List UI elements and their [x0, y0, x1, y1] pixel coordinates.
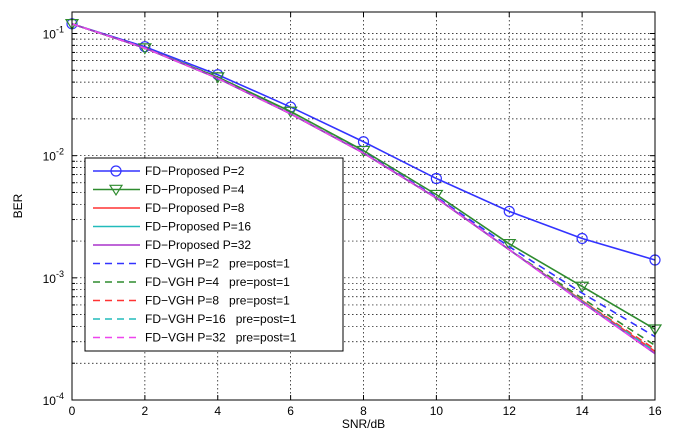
- y-tick-labels: 10-110-210-310-4: [43, 25, 64, 408]
- data-point: [502, 238, 517, 251]
- legend-label: FD−Proposed P=32: [145, 238, 251, 252]
- x-tick-label: 6: [287, 404, 294, 418]
- legend-label: FD−Proposed P=8: [145, 201, 245, 215]
- legend-label: FD−Proposed P=16: [145, 220, 251, 234]
- x-tick-label: 12: [503, 404, 517, 418]
- series-layer: [64, 18, 663, 355]
- legend-item: FD−Proposed P=32: [93, 238, 251, 252]
- legend-marker: [108, 184, 124, 197]
- y-axis-label: BER: [11, 193, 25, 218]
- axis-ticks: [71, 12, 656, 401]
- series-10: [71, 23, 656, 355]
- legend-item: FD−Proposed P=2: [93, 164, 245, 178]
- y-tick-exponent: -4: [56, 391, 64, 401]
- x-tick-labels: 0 2 4 6 8 10 12 14 16: [69, 404, 662, 418]
- data-point: [576, 232, 588, 245]
- y-tick-base: 10: [43, 272, 57, 286]
- legend-item: FD−Proposed P=4: [93, 183, 245, 197]
- x-axis-label: SNR/dB: [342, 417, 385, 430]
- legend-label: FD−VGH P=16 pre=post=1: [145, 312, 297, 326]
- y-tick-label: 10-4: [43, 391, 64, 408]
- y-tick-label: 10-3: [43, 269, 64, 286]
- x-tick-label: 10: [430, 404, 444, 418]
- y-tick-base: 10: [43, 150, 57, 164]
- y-tick-base: 10: [43, 394, 57, 408]
- legend-item: FD−Proposed P=8: [93, 201, 245, 215]
- x-tick-label: 2: [142, 404, 149, 418]
- series-line: [71, 23, 656, 261]
- y-tick-exponent: -2: [56, 147, 64, 157]
- x-tick-label: 0: [69, 404, 76, 418]
- legend-label: FD−VGH P=2 pre=post=1: [145, 257, 290, 271]
- x-tick-label: 4: [214, 404, 221, 418]
- legend-label: FD−VGH P=32 pre=post=1: [145, 331, 297, 345]
- x-tick-label: 8: [360, 404, 367, 418]
- y-tick-label: 10-1: [43, 25, 64, 42]
- data-point: [430, 172, 442, 185]
- legend-label: FD−VGH P=4 pre=post=1: [145, 275, 290, 289]
- data-point: [575, 281, 590, 293]
- legend-item: FD−VGH P=2 pre=post=1: [93, 257, 290, 271]
- legend-label: FD−Proposed P=2: [145, 164, 245, 178]
- legend-item: FD−VGH P=8 pre=post=1: [93, 294, 290, 308]
- legend-item: FD−Proposed P=16: [93, 220, 251, 234]
- legend-item: FD−VGH P=32 pre=post=1: [93, 331, 297, 345]
- legend-item: FD−VGH P=4 pre=post=1: [93, 275, 290, 289]
- y-tick-exponent: -3: [56, 269, 64, 279]
- legend: FD−Proposed P=2 FD−Proposed P=4 FD−Propose…: [84, 157, 344, 352]
- x-tick-label: 16: [648, 404, 662, 418]
- legend-label: FD−Proposed P=4: [145, 183, 245, 197]
- legend-item: FD−VGH P=16 pre=post=1: [93, 312, 297, 326]
- legend-label: FD−VGH P=8 pre=post=1: [145, 294, 290, 308]
- legend-marker: [110, 165, 122, 177]
- y-tick-exponent: -1: [56, 25, 64, 35]
- y-tick-label: 10-2: [43, 147, 64, 164]
- series-line: [71, 23, 656, 355]
- x-tick-label: 14: [575, 404, 589, 418]
- y-tick-base: 10: [43, 28, 57, 42]
- data-point: [503, 205, 515, 217]
